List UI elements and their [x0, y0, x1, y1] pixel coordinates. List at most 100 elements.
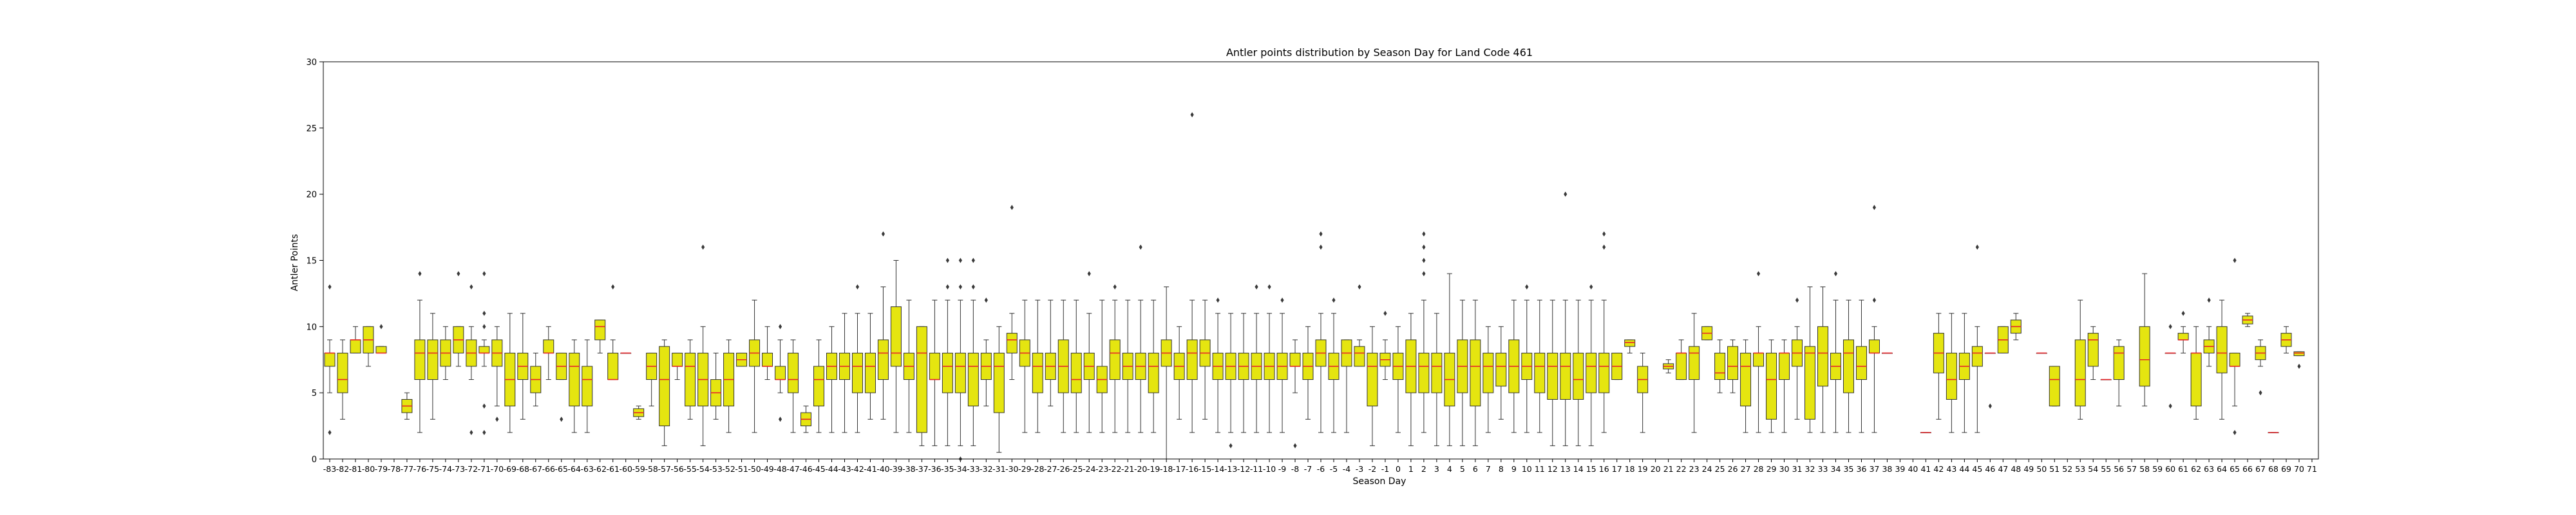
- box--31: [993, 352, 1005, 413]
- outlier-point: [1332, 297, 1336, 303]
- x-tick-label: 19: [1638, 464, 1648, 474]
- y-tick-label: 10: [306, 323, 317, 332]
- x-tick-label: 59: [2152, 464, 2163, 474]
- box--37: [916, 326, 927, 433]
- outlier-point: [2233, 429, 2237, 435]
- x-tick-label: -83: [323, 464, 336, 474]
- x-tick-label: -30: [1005, 464, 1018, 474]
- x-tick-label: -71: [478, 464, 491, 474]
- x-tick-label: 4: [1447, 464, 1452, 474]
- x-tick-label: 48: [2011, 464, 2021, 474]
- box--39: [890, 306, 902, 367]
- x-tick-label: -64: [568, 464, 581, 474]
- x-tick-label: 32: [1805, 464, 1815, 474]
- outlier-point: [2168, 324, 2172, 330]
- x-tick-label: -26: [1057, 464, 1070, 474]
- outlier-point: [328, 284, 332, 290]
- x-tick-label: -34: [954, 464, 967, 474]
- box--35: [942, 352, 953, 393]
- x-tick-label: -51: [735, 464, 748, 474]
- x-tick-label: 67: [2255, 464, 2266, 474]
- outlier-point: [1975, 244, 1979, 250]
- x-tick-label: -23: [1095, 464, 1108, 474]
- outlier-point: [1229, 443, 1233, 449]
- x-tick-label: 49: [2023, 464, 2034, 474]
- x-tick-label: -4: [1343, 464, 1351, 474]
- box--63: [582, 366, 593, 407]
- x-tick-label: 56: [2114, 464, 2124, 474]
- x-tick-label: 18: [1625, 464, 1635, 474]
- x-tick-label: 38: [1882, 464, 1892, 474]
- x-tick-label: -1: [1381, 464, 1389, 474]
- x-tick-label: 23: [1689, 464, 1700, 474]
- x-tick-label: -11: [1250, 464, 1263, 474]
- box-45: [1971, 346, 1983, 367]
- outlier-point: [560, 417, 564, 422]
- x-tick-label: -24: [1083, 464, 1095, 474]
- x-tick-label: -3: [1356, 464, 1363, 474]
- outlier-point: [482, 429, 486, 435]
- box-3: [1431, 352, 1443, 393]
- x-tick-label: -9: [1278, 464, 1287, 474]
- outlier-point: [1872, 297, 1877, 303]
- x-tick-label: -10: [1263, 464, 1276, 474]
- box-14: [1573, 352, 1584, 400]
- x-tick-label: 50: [2036, 464, 2047, 474]
- x-tick-label: -6: [1317, 464, 1325, 474]
- x-tick-label: -49: [761, 464, 773, 474]
- x-tick-label: -54: [696, 464, 709, 474]
- x-tick-label: 6: [1473, 464, 1478, 474]
- box--28: [1032, 352, 1043, 393]
- x-tick-label: -47: [786, 464, 799, 474]
- x-tick-label: 27: [1741, 464, 1751, 474]
- outlier-point: [701, 244, 705, 250]
- box-8: [1495, 352, 1507, 387]
- outlier-point: [379, 324, 383, 330]
- box-43: [1946, 352, 1957, 400]
- outlier-point: [778, 417, 782, 422]
- box-65: [2229, 352, 2240, 367]
- x-tick-label: 26: [1728, 464, 1738, 474]
- x-tick-label: -57: [658, 464, 670, 474]
- outlier-point: [1216, 297, 1220, 303]
- outlier-point: [2259, 390, 2262, 396]
- x-tick-label: 43: [1946, 464, 1956, 474]
- outlier-point: [1422, 244, 1426, 250]
- outlier-point: [482, 324, 486, 330]
- box--30: [1006, 333, 1018, 353]
- x-tick-label: -44: [825, 464, 838, 474]
- x-tick-label: -59: [632, 464, 645, 474]
- x-tick-label: 2: [1421, 464, 1426, 474]
- box-12: [1547, 352, 1558, 400]
- x-tick-label: 28: [1754, 464, 1764, 474]
- x-tick-label: 65: [2230, 464, 2240, 474]
- box-16: [1598, 352, 1610, 393]
- box-29: [1766, 352, 1777, 420]
- x-tick-label: -66: [542, 464, 555, 474]
- outlier-point: [1602, 231, 1606, 237]
- box-62: [2190, 352, 2202, 407]
- box-28: [1753, 352, 1765, 367]
- outlier-point: [958, 284, 962, 290]
- x-tick-label: 53: [2075, 464, 2085, 474]
- x-tick-label: 0: [1396, 464, 1401, 474]
- x-tick-label: 68: [2268, 464, 2278, 474]
- box--48: [775, 366, 786, 380]
- outlier-point: [1872, 205, 1877, 211]
- x-tick-label: 10: [1522, 464, 1532, 474]
- box--75: [427, 339, 439, 380]
- box-6: [1470, 339, 1481, 407]
- x-tick-label: -79: [375, 464, 388, 474]
- box--16: [1186, 339, 1198, 380]
- box--8: [1289, 352, 1301, 367]
- x-tick-label: -62: [594, 464, 607, 474]
- x-tick-label: 64: [2217, 464, 2227, 474]
- y-axis-title: Antler Points: [290, 234, 300, 292]
- x-tick-label: 40: [1908, 464, 1918, 474]
- x-tick-label: 52: [2062, 464, 2072, 474]
- x-tick-label: -7: [1304, 464, 1312, 474]
- box--41: [864, 352, 876, 393]
- x-tick-label: -42: [851, 464, 864, 474]
- box-2: [1418, 352, 1430, 393]
- box--64: [569, 352, 580, 407]
